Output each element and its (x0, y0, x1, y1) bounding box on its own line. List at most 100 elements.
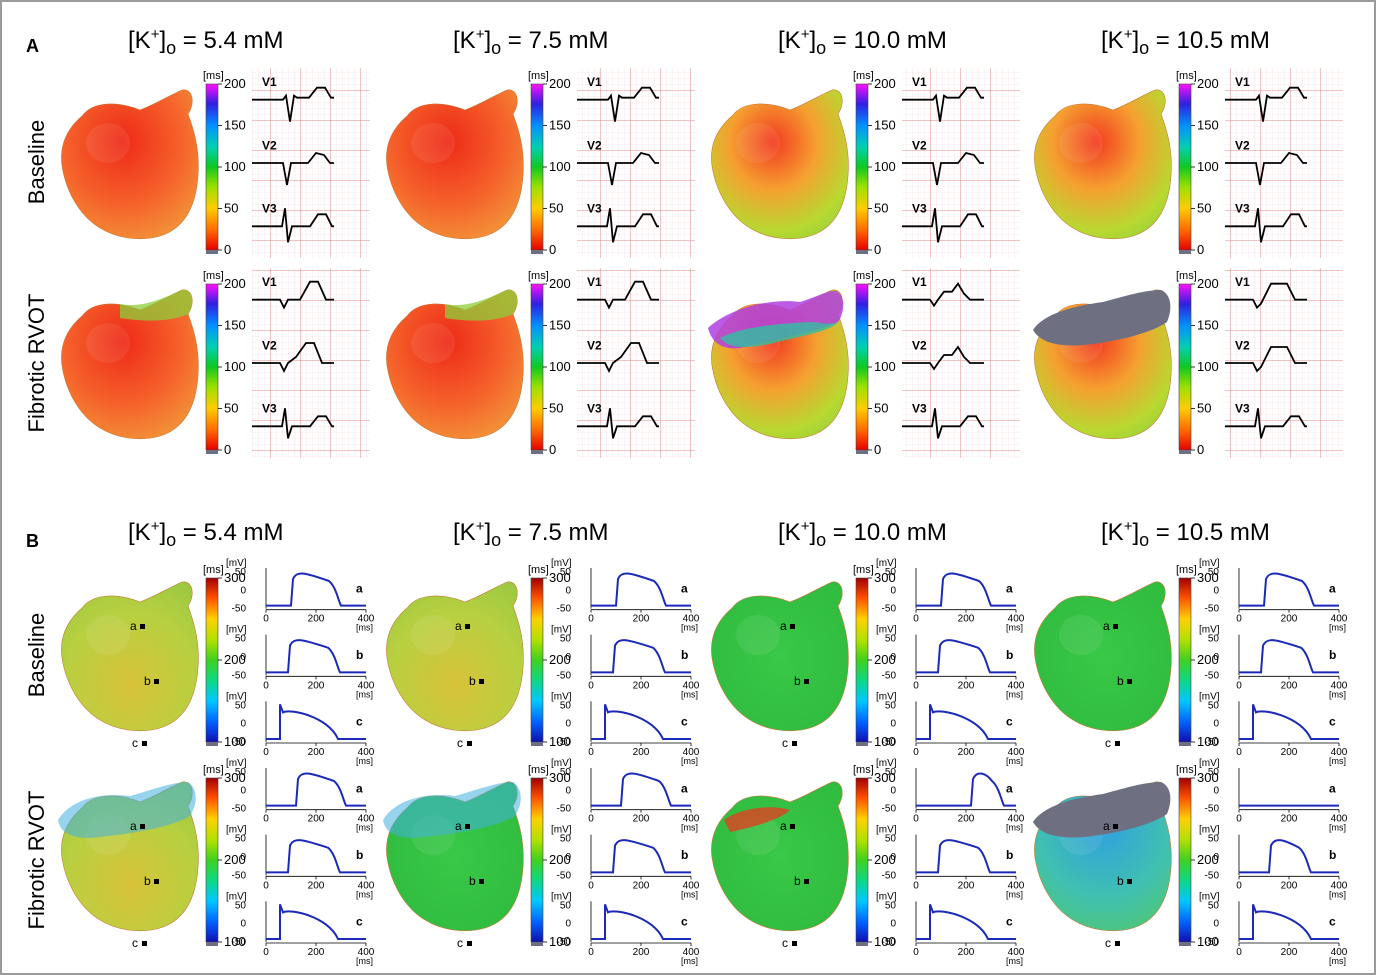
site-label-a: a (780, 619, 787, 633)
ap-y-tick: 50 (885, 634, 897, 645)
site-label-c: c (782, 736, 788, 750)
colorbar-b-1-0: [ms] 100 200 300 (203, 764, 246, 949)
ap-trace-label-b: b (1006, 648, 1013, 662)
ap-y-tick: 0 (240, 919, 246, 930)
colorbar-tick-label: 200 (874, 276, 896, 291)
colorbar-null-swatch (1179, 450, 1191, 454)
ap-y-unit: [mV] (876, 758, 897, 769)
colorbar-gradient (530, 83, 544, 251)
ap-y-tick: 0 (565, 652, 571, 663)
ap-panel-b-1-3: [mV]500-500 200 400[ms]a[mV]500-500 200 400[… (1199, 758, 1348, 966)
colorbar-unit: [ms] (853, 764, 874, 776)
ap-trace-label-b: b (681, 848, 688, 862)
heart-surface (711, 781, 849, 932)
ap-y-unit: [mV] (226, 825, 247, 836)
ecg-lead-label-V3: V3 (587, 402, 602, 416)
site-label-b: b (794, 674, 801, 688)
ap-x-tick-label: 200 (1281, 747, 1298, 758)
ap-x-tick-label: 0 (263, 680, 269, 691)
colorbar-null-swatch (856, 450, 868, 454)
site-label-c: c (1105, 936, 1111, 950)
ap-x-unit: [ms] (1329, 689, 1346, 699)
ap-panel-b-1-0: [mV]500-500 200 400[ms]a[mV]500-500 200 400[… (226, 758, 375, 966)
heart-b-baseline-1: a b c (386, 581, 524, 750)
colorbar-tick-label: 0 (874, 442, 881, 457)
colorbar-gradient (855, 83, 869, 251)
site-marker-b (479, 679, 484, 684)
ap-y-tick: 0 (240, 785, 246, 796)
colorbar-a-1-1: [ms] 0 50 100 150 200 (528, 270, 571, 457)
ap-trace-label-b: b (1006, 848, 1013, 862)
rvot-fibrosis-block (1033, 782, 1171, 838)
ap-y-tick: 0 (240, 719, 246, 730)
heart-surface (386, 89, 524, 240)
ap-x-tick-label: 400 (683, 880, 700, 891)
ap-x-tick-label: 400 (683, 947, 700, 958)
ecg-lead-label-V1: V1 (1235, 275, 1250, 289)
ap-x-tick-label: 200 (308, 747, 325, 758)
ap-trace-b (591, 639, 691, 674)
colorbar-tick-label: 200 (549, 852, 571, 867)
rvot-fibrosis-edge (720, 322, 838, 348)
ap-y-tick: 0 (1213, 852, 1219, 863)
ap-x-tick-label: 0 (913, 747, 919, 758)
ap-x-tick-label: 400 (1331, 880, 1348, 891)
colorbar-b-0-2: [ms] 100 200 300 (853, 564, 896, 749)
ecg-trace-V3 (902, 408, 984, 439)
ap-x-tick-label: 400 (683, 614, 700, 625)
condition-title-a-0: [K+]o = 5.4 mM (128, 26, 284, 58)
ap-y-tick: -50 (1205, 937, 1220, 948)
site-label-a: a (130, 619, 137, 633)
ap-y-tick: 0 (565, 585, 571, 596)
ap-trace-c (266, 703, 366, 740)
ap-y-tick: -50 (232, 670, 247, 681)
colorbar-tick-label: 0 (224, 242, 231, 257)
ap-y-tick: 0 (890, 919, 896, 930)
colorbar-tick-label: 300 (549, 770, 571, 785)
colorbar-tick-label: 200 (874, 852, 896, 867)
ap-y-unit: [mV] (876, 825, 897, 836)
colorbar-tick-label: 100 (549, 934, 571, 949)
colorbar-tick-label: 0 (1197, 442, 1204, 457)
ap-x-unit: [ms] (681, 623, 698, 633)
ap-x-tick-label: 0 (1236, 614, 1242, 625)
ap-trace-a (916, 572, 1016, 607)
ap-trace-label-c: c (681, 715, 688, 729)
colorbar-gradient (1178, 777, 1192, 943)
ap-y-tick: -50 (557, 870, 572, 881)
ap-trace-b (916, 839, 1016, 874)
colorbar-tick-label: 300 (549, 570, 571, 585)
ap-panel-b-1-1: [mV]500-500 200 400[ms]a[mV]500-500 200 400[… (551, 758, 700, 966)
site-marker-c (1115, 941, 1120, 946)
ap-x-tick-label: 0 (1236, 880, 1242, 891)
colorbar-tick-label: 200 (549, 652, 571, 667)
site-marker-b (1127, 879, 1132, 884)
heart-highlight (411, 615, 455, 655)
ap-x-tick-label: 200 (633, 747, 650, 758)
heart-a-baseline-2 (711, 89, 849, 240)
ecg-trace-V3 (1225, 408, 1307, 439)
colorbar-gradient (205, 83, 219, 251)
colorbar-unit: [ms] (528, 564, 549, 576)
colorbar-unit: [ms] (203, 764, 224, 776)
colorbar-null-swatch (531, 942, 543, 946)
ap-x-tick-label: 200 (1281, 680, 1298, 691)
heart-surface (61, 89, 199, 240)
row-label-a-baseline: Baseline (24, 120, 49, 204)
ap-trace-c (1239, 703, 1339, 740)
ap-y-unit: [mV] (551, 558, 572, 569)
colorbar-null-swatch (206, 942, 218, 946)
ap-x-tick-label: 400 (358, 947, 375, 958)
rvot-fibrosis-region (724, 807, 790, 832)
ap-x-unit: [ms] (1329, 623, 1346, 633)
ecg-lead-label-V2: V2 (587, 338, 602, 352)
ap-y-tick: 50 (885, 834, 897, 845)
ap-trace-a (266, 572, 366, 607)
colorbar-tick-label: 150 (874, 318, 896, 333)
colorbar-tick-label: 100 (874, 159, 896, 174)
colorbar-a-0-3: [ms] 0 50 100 150 200 (1176, 70, 1219, 257)
ecg-trace-V1 (252, 280, 334, 310)
ap-x-unit: [ms] (356, 689, 373, 699)
ap-y-tick: 50 (885, 767, 897, 778)
ap-x-unit: [ms] (681, 823, 698, 833)
